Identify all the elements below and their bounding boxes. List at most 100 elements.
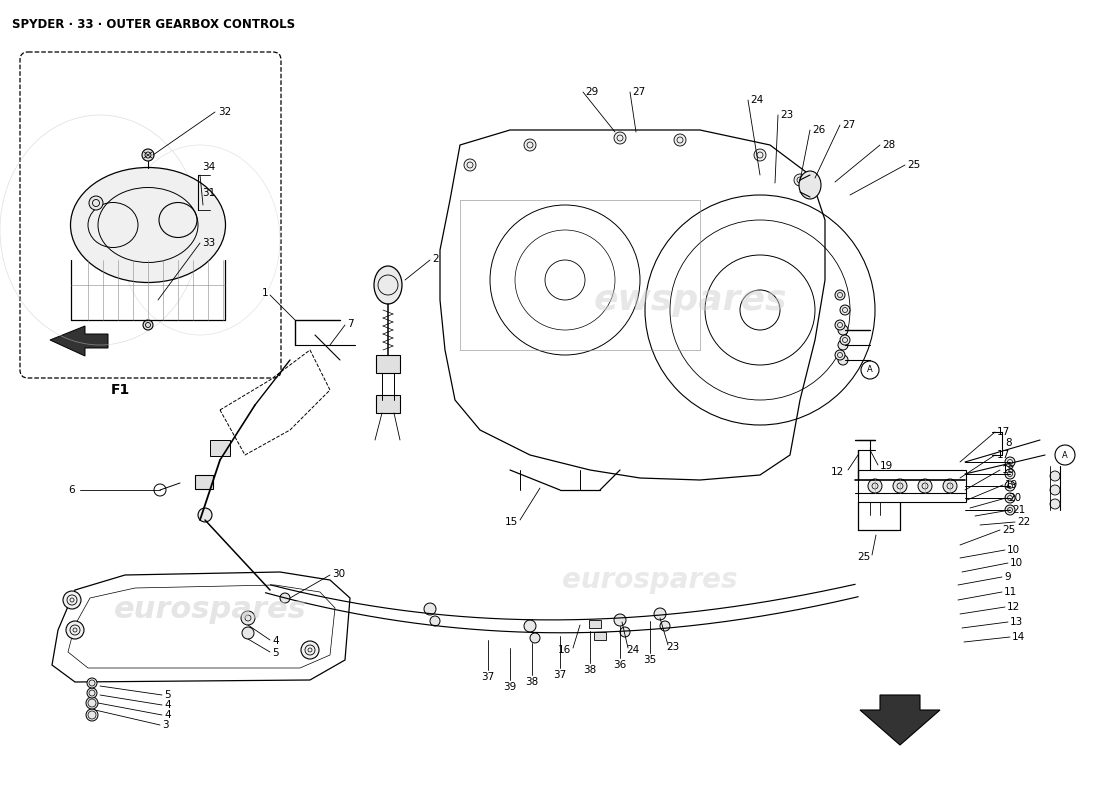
Text: 10: 10 (1010, 558, 1023, 568)
Circle shape (301, 641, 319, 659)
Text: 36: 36 (614, 660, 627, 670)
Text: 32: 32 (218, 107, 231, 117)
Text: 6: 6 (68, 485, 75, 495)
Circle shape (614, 132, 626, 144)
Text: 19: 19 (880, 461, 893, 471)
Circle shape (143, 320, 153, 330)
Circle shape (86, 697, 98, 709)
Text: 38: 38 (526, 677, 539, 687)
Text: ewspares: ewspares (593, 283, 786, 317)
Text: A: A (1063, 450, 1068, 459)
Circle shape (142, 149, 154, 161)
Circle shape (620, 627, 630, 637)
Circle shape (198, 508, 212, 522)
Circle shape (840, 305, 850, 315)
Circle shape (835, 290, 845, 300)
Circle shape (1005, 481, 1015, 491)
Text: A: A (867, 366, 873, 374)
Text: 2: 2 (432, 254, 439, 264)
Circle shape (1050, 471, 1060, 481)
Circle shape (660, 621, 670, 631)
Text: 19: 19 (1005, 480, 1019, 490)
Text: 22: 22 (1018, 517, 1031, 527)
Text: 21: 21 (1012, 505, 1025, 515)
Circle shape (280, 593, 290, 603)
Text: 3: 3 (162, 720, 168, 730)
Circle shape (1005, 493, 1015, 503)
Circle shape (430, 616, 440, 626)
Text: 4: 4 (164, 700, 170, 710)
Bar (376, 355, 400, 373)
Text: 10: 10 (1006, 545, 1020, 555)
Circle shape (63, 591, 81, 609)
Circle shape (838, 340, 848, 350)
Text: 12: 12 (1006, 602, 1021, 612)
Circle shape (241, 611, 255, 625)
Text: 37: 37 (553, 670, 566, 680)
Text: 5: 5 (272, 648, 278, 658)
Bar (210, 440, 230, 456)
Text: 14: 14 (1012, 632, 1025, 642)
Circle shape (868, 479, 882, 493)
Text: 28: 28 (882, 140, 895, 150)
Text: 12: 12 (830, 467, 844, 477)
Text: eurospares: eurospares (562, 566, 738, 594)
Text: SPYDER · 33 · OUTER GEARBOX CONTROLS: SPYDER · 33 · OUTER GEARBOX CONTROLS (12, 18, 295, 31)
Text: 39: 39 (504, 682, 517, 692)
Bar (594, 632, 606, 640)
Circle shape (87, 678, 97, 688)
Text: 25: 25 (857, 552, 870, 562)
Circle shape (838, 325, 848, 335)
Text: 30: 30 (332, 569, 345, 579)
Text: 23: 23 (666, 642, 680, 652)
Circle shape (943, 479, 957, 493)
Ellipse shape (799, 171, 821, 199)
Circle shape (1005, 469, 1015, 479)
Text: 37: 37 (482, 672, 495, 682)
Text: 15: 15 (505, 517, 518, 527)
Text: eurospares: eurospares (113, 595, 307, 625)
Circle shape (1005, 457, 1015, 467)
Text: 35: 35 (644, 655, 657, 665)
Bar (195, 475, 213, 489)
Text: 33: 33 (202, 238, 216, 248)
Text: 27: 27 (632, 87, 646, 97)
Bar (858, 470, 966, 502)
Text: 5: 5 (164, 690, 170, 700)
Circle shape (918, 479, 932, 493)
Text: 24: 24 (626, 645, 639, 655)
Text: 20: 20 (1008, 493, 1021, 503)
Text: 18: 18 (1002, 465, 1015, 475)
Text: 34: 34 (202, 162, 216, 172)
Text: 29: 29 (585, 87, 598, 97)
Text: 7: 7 (346, 319, 353, 329)
Text: 31: 31 (202, 188, 216, 198)
Text: 4: 4 (272, 636, 278, 646)
Text: 17: 17 (997, 427, 1010, 437)
Circle shape (464, 159, 476, 171)
Polygon shape (50, 326, 108, 356)
Text: 1: 1 (262, 288, 268, 298)
Circle shape (674, 134, 686, 146)
Text: 17: 17 (997, 450, 1010, 460)
Circle shape (524, 139, 536, 151)
Circle shape (754, 149, 766, 161)
Circle shape (1050, 499, 1060, 509)
Circle shape (654, 608, 666, 620)
Text: 24: 24 (750, 95, 763, 105)
Text: 9: 9 (1004, 572, 1011, 582)
Text: 27: 27 (842, 120, 856, 130)
Text: 25: 25 (908, 160, 921, 170)
Circle shape (840, 335, 850, 345)
Circle shape (242, 627, 254, 639)
Text: 38: 38 (583, 665, 596, 675)
Circle shape (530, 633, 540, 643)
Circle shape (524, 620, 536, 632)
Text: 23: 23 (780, 110, 793, 120)
Text: 25: 25 (1002, 525, 1015, 535)
Bar (588, 620, 601, 628)
Circle shape (66, 621, 84, 639)
Polygon shape (860, 695, 940, 745)
Ellipse shape (70, 167, 226, 282)
Text: F1: F1 (110, 383, 130, 397)
